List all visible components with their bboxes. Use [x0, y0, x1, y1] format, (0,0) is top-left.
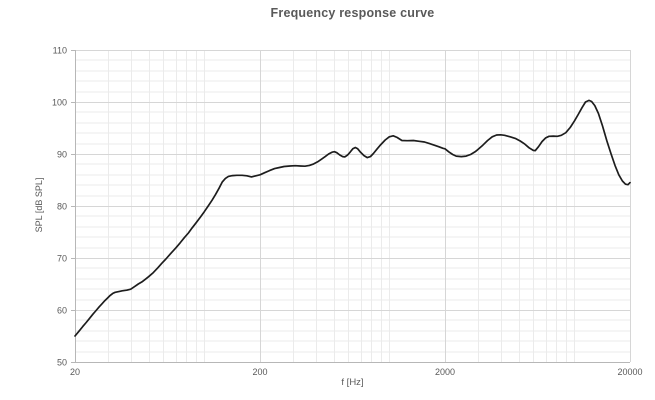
- y-tick-label: 90: [57, 150, 67, 160]
- y-tick-label: 100: [52, 98, 67, 108]
- x-tick-label: 2000: [435, 367, 455, 377]
- x-tick-label: 20000: [617, 367, 642, 377]
- y-tick-label: 80: [57, 202, 67, 212]
- y-tick-label: 50: [57, 358, 67, 368]
- y-tick-label: 60: [57, 306, 67, 316]
- x-tick-label: 20: [70, 367, 80, 377]
- chart-title: Frequency response curve: [270, 6, 435, 20]
- x-tick-label: 200: [252, 367, 267, 377]
- x-axis-title: f [Hz]: [341, 377, 364, 388]
- y-tick-label: 110: [53, 46, 67, 56]
- y-tick-label: 70: [57, 254, 67, 264]
- response-curve: [74, 99, 631, 337]
